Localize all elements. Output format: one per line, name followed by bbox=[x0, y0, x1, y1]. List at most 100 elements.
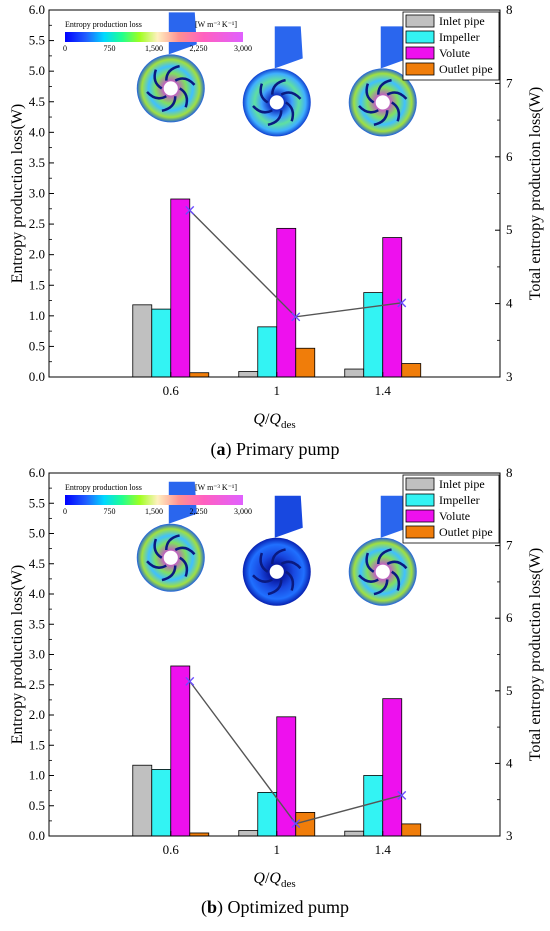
impeller-blade bbox=[153, 69, 163, 90]
bar-inlet-pipe bbox=[238, 371, 259, 378]
y2-tick-label: 4 bbox=[506, 755, 513, 770]
y-tick-label: 2.0 bbox=[29, 247, 45, 262]
y-tick-label: 1.5 bbox=[29, 277, 45, 292]
legend-swatch bbox=[405, 493, 435, 507]
total-loss-marker bbox=[291, 312, 301, 322]
bar-volute bbox=[382, 698, 403, 837]
colorbar-tick-label: 1,500 bbox=[145, 44, 163, 53]
x-label-subscript: des bbox=[281, 878, 296, 890]
impeller-blade bbox=[271, 548, 286, 565]
impeller-blade bbox=[376, 548, 392, 565]
legend-swatch bbox=[405, 525, 435, 539]
x-tick-label: 1 bbox=[274, 842, 281, 857]
bar-impeller bbox=[257, 326, 278, 378]
impeller-blade bbox=[373, 579, 389, 596]
y-tick-label: 4.0 bbox=[29, 124, 45, 139]
impeller-blade bbox=[179, 556, 189, 577]
impeller-blade bbox=[285, 101, 295, 122]
impeller-blade bbox=[280, 560, 302, 570]
y-axis-label: Entropy production loss(W) bbox=[9, 565, 26, 745]
x-label-sep: / bbox=[265, 411, 270, 428]
total-loss-marker bbox=[397, 298, 407, 308]
impeller-blade bbox=[365, 83, 375, 104]
chart-panel-a: Entropy production loss [W m⁻³ K⁻¹] 0 750 1,… bbox=[9, 2, 544, 460]
x-axis-label: Q/Qdes bbox=[253, 411, 295, 431]
x-tick-label: 1.4 bbox=[375, 842, 392, 857]
bar-volute bbox=[276, 227, 297, 378]
legend-label: Inlet pipe bbox=[439, 14, 485, 28]
impeller-blade bbox=[153, 538, 163, 559]
y-tick-label: 0.0 bbox=[29, 369, 45, 384]
impeller-blade bbox=[179, 87, 189, 108]
colorbar-tick-label: 0 bbox=[63, 507, 67, 516]
impeller-blade bbox=[165, 64, 180, 81]
colorbar-unit: [W m⁻³ K⁻¹] bbox=[195, 483, 237, 492]
bar-inlet-pipe bbox=[132, 304, 153, 378]
impeller-hub bbox=[375, 95, 390, 110]
colorbar-tick-label: 1,500 bbox=[145, 507, 163, 516]
y-tick-label: 4.5 bbox=[29, 556, 45, 571]
y-tick-label: 6.0 bbox=[29, 465, 45, 480]
legend-label: Volute bbox=[439, 46, 470, 60]
pump-contour-image bbox=[136, 12, 205, 123]
y2-tick-label: 5 bbox=[506, 222, 513, 237]
y-tick-label: 2.5 bbox=[29, 216, 45, 231]
total-loss-marker bbox=[185, 676, 195, 686]
bar-impeller bbox=[151, 769, 172, 837]
caption-letter: b bbox=[207, 897, 217, 917]
impeller-hub bbox=[163, 550, 178, 565]
y2-tick-label: 8 bbox=[506, 2, 513, 17]
y2-tick-label: 4 bbox=[506, 296, 513, 311]
impeller-hub bbox=[375, 564, 390, 579]
colorbar-unit: [W m⁻³ K⁻¹] bbox=[195, 20, 237, 29]
bar-impeller bbox=[363, 775, 384, 837]
impeller-blade bbox=[373, 110, 389, 126]
y-tick-label: 5.0 bbox=[29, 63, 45, 78]
x-label-subscript: des bbox=[281, 419, 296, 431]
impeller-blade bbox=[174, 77, 196, 86]
total-loss-marker bbox=[397, 790, 407, 800]
bar-outlet-pipe bbox=[401, 823, 422, 837]
colorbar-title: Entropy production loss bbox=[65, 483, 142, 492]
y2-axis-label: Total entropy production loss(W) bbox=[527, 87, 544, 301]
x-axis-label: Q/Qdes bbox=[253, 870, 295, 890]
colorbar-tick-label: 0 bbox=[63, 44, 67, 53]
legend-swatch bbox=[405, 62, 435, 76]
legend-label: Volute bbox=[439, 509, 470, 523]
bar-volute bbox=[382, 237, 403, 378]
bar-impeller bbox=[151, 308, 172, 378]
bar-outlet-pipe bbox=[189, 372, 210, 378]
y-tick-label: 1.0 bbox=[29, 768, 45, 783]
bar-inlet-pipe bbox=[132, 764, 153, 837]
colorbar: Entropy production loss [W m⁻³ K⁻¹] 0 750 1,… bbox=[63, 20, 252, 53]
impeller-hub bbox=[269, 564, 284, 579]
y2-tick-label: 6 bbox=[506, 149, 513, 164]
impeller-blade bbox=[365, 552, 375, 573]
impeller-blade bbox=[146, 560, 167, 569]
y-tick-label: 1.5 bbox=[29, 737, 45, 752]
y-tick-label: 1.0 bbox=[29, 308, 45, 323]
y-tick-label: 2.5 bbox=[29, 677, 45, 692]
legend-swatch bbox=[405, 509, 435, 523]
legend-label: Outlet pipe bbox=[439, 62, 493, 76]
pump-outlet-shape bbox=[380, 495, 409, 538]
bar-outlet-pipe bbox=[295, 812, 316, 837]
legend-swatch bbox=[405, 477, 435, 491]
y-tick-label: 4.0 bbox=[29, 586, 45, 601]
caption-paren-close: ) bbox=[226, 439, 237, 460]
y2-tick-label: 3 bbox=[506, 828, 513, 843]
total-loss-marker bbox=[291, 819, 301, 829]
pump-contour-image bbox=[242, 495, 311, 606]
y-tick-label: 2.0 bbox=[29, 707, 45, 722]
impeller-blade bbox=[391, 101, 401, 122]
impeller-blade bbox=[391, 570, 401, 591]
impeller-blade bbox=[252, 574, 273, 583]
impeller-blade bbox=[376, 78, 392, 95]
colorbar-tick-label: 2,250 bbox=[190, 507, 208, 516]
bar-outlet-pipe bbox=[401, 363, 422, 378]
colorbar-tick-label: 750 bbox=[104, 507, 116, 516]
legend: Inlet pipe Impeller Volute Outlet pipe bbox=[402, 474, 500, 544]
caption-paren-close: ) bbox=[217, 897, 228, 918]
impeller-blade bbox=[259, 83, 269, 104]
caption-paren-open: ( bbox=[211, 439, 217, 460]
